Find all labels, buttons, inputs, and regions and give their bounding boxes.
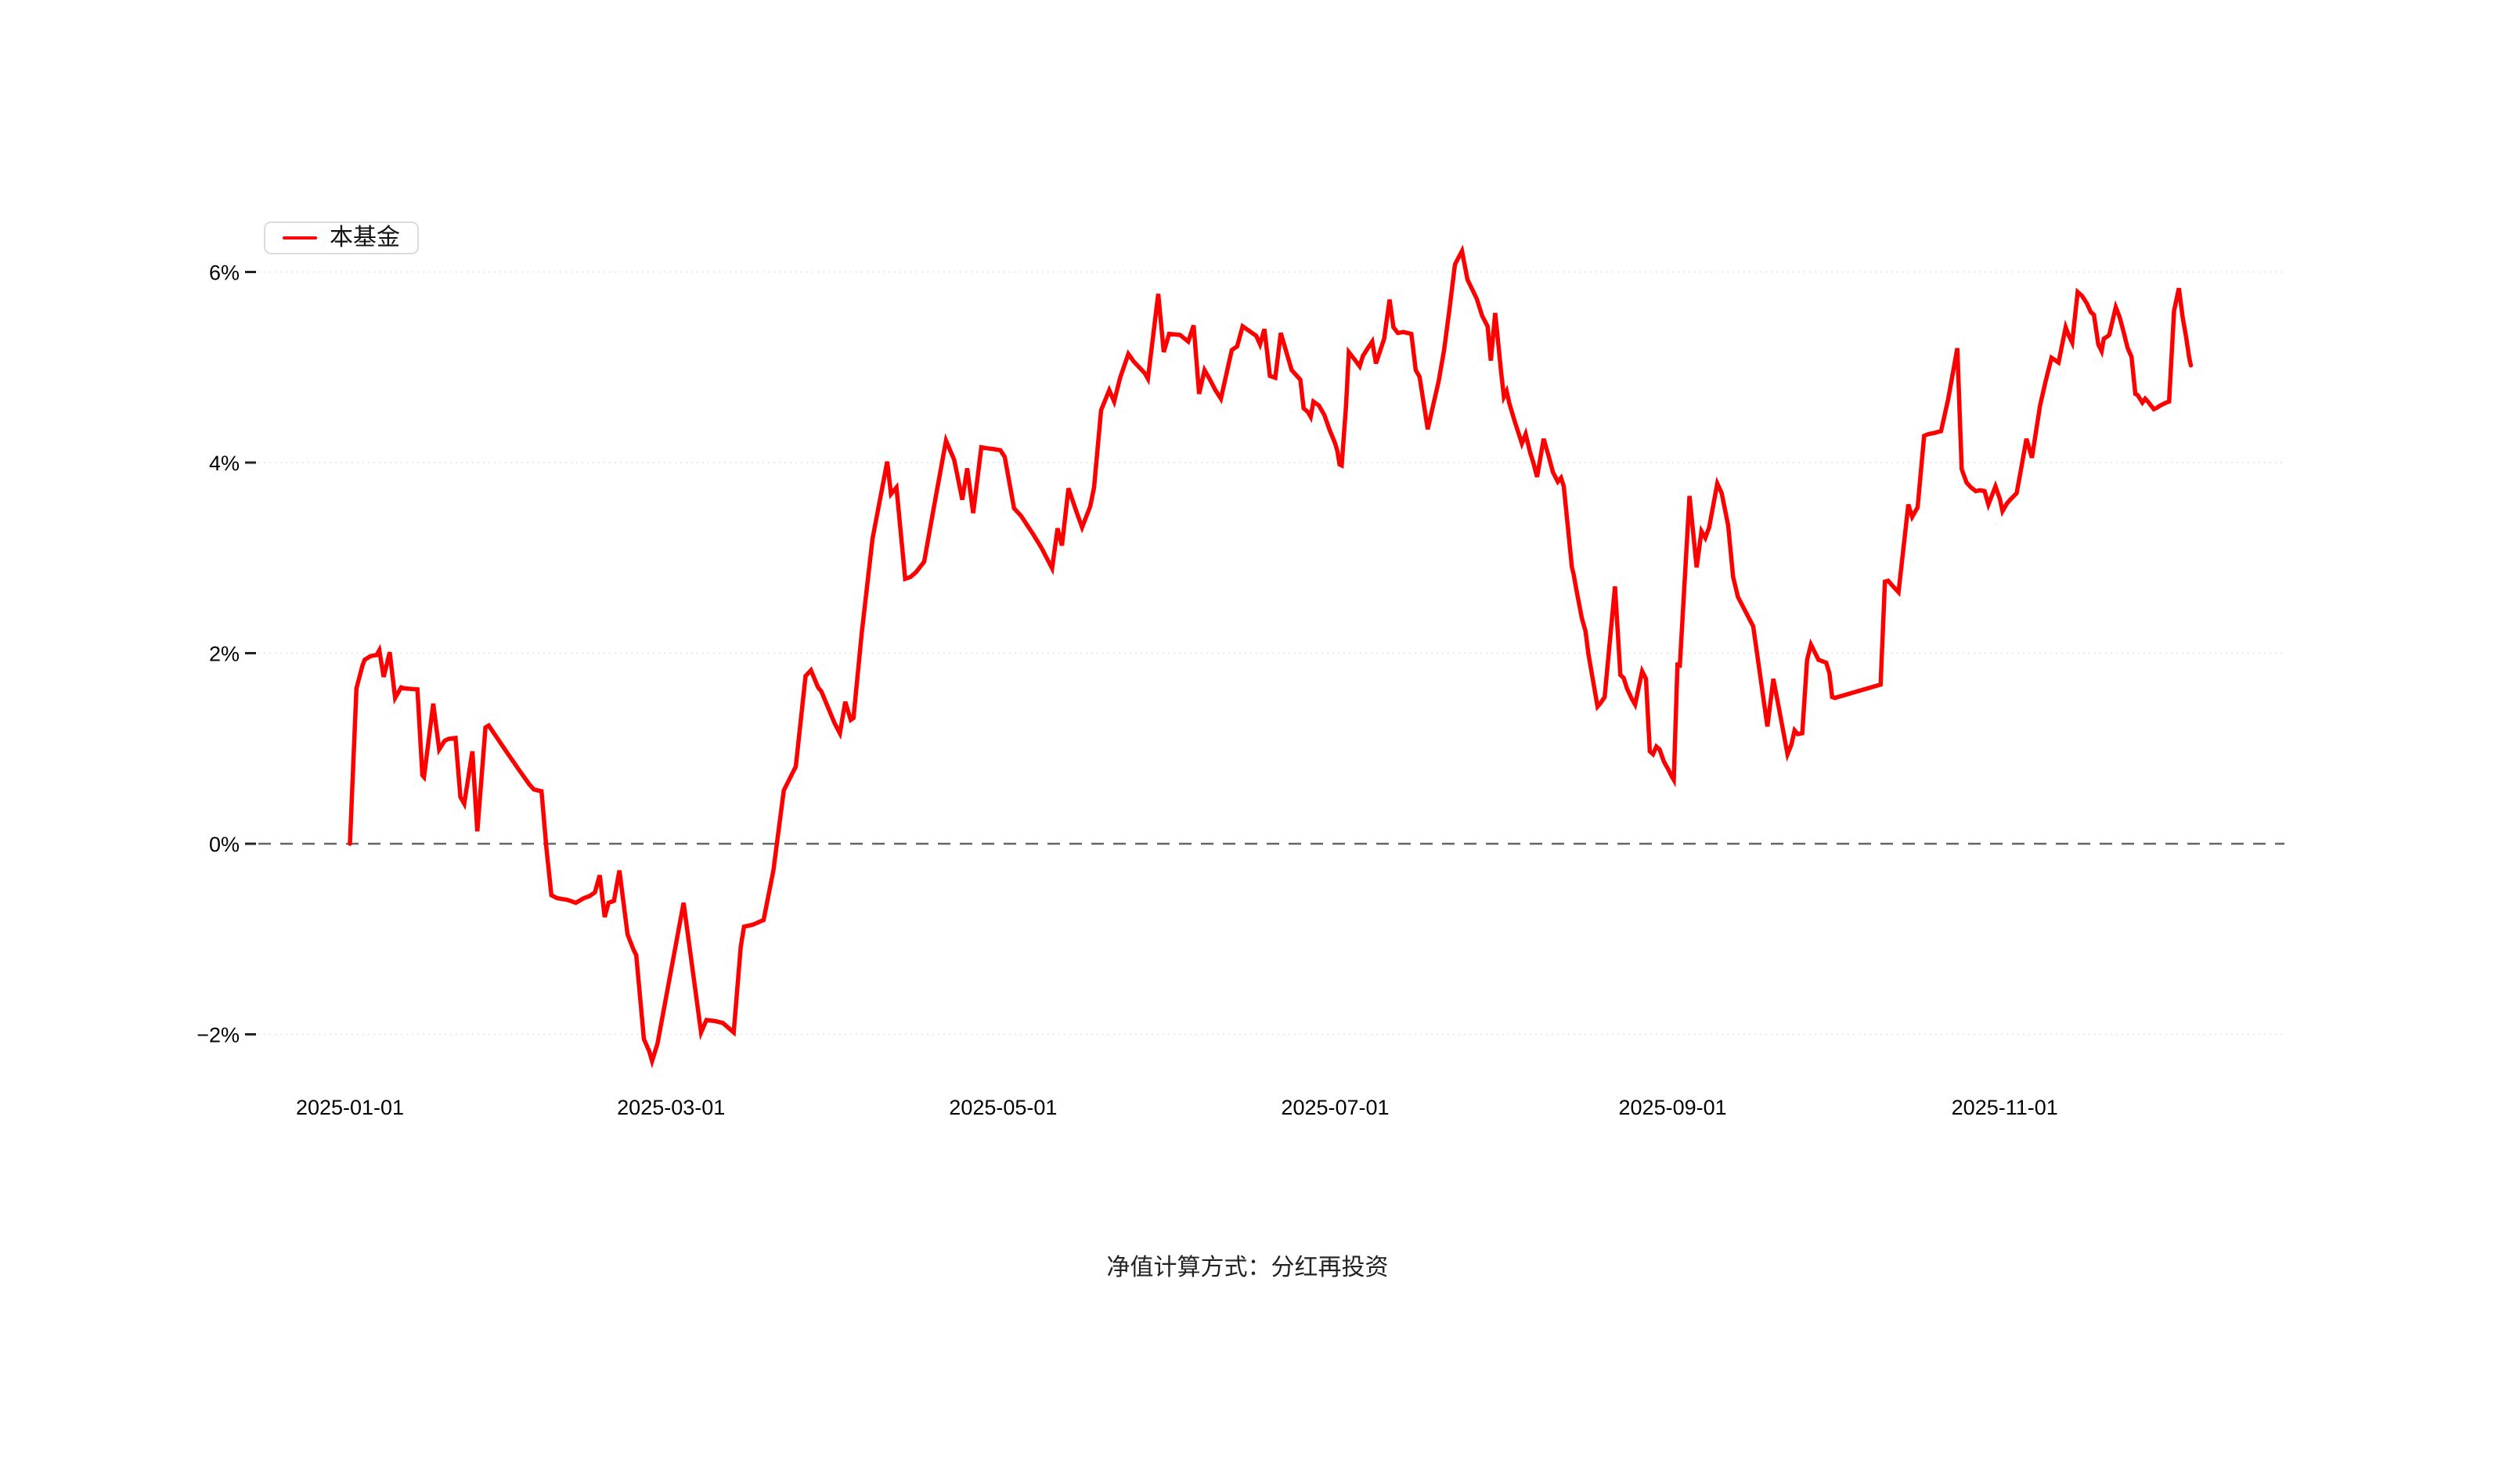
series-layer <box>348 244 2194 1069</box>
axis-label-layer: 6% 4% 2% 0% −2% 2025-01-01 2025-03-01 2025-05-0… <box>196 261 2058 1120</box>
y-axis-label: 6% <box>209 261 240 285</box>
calculation-method-caption: 净值计算方式：分红再投资 <box>1106 1255 1389 1280</box>
x-axis-label: 2025-01-01 <box>296 1096 404 1119</box>
x-axis-label: 2025-09-01 <box>1619 1096 1727 1119</box>
legend-line-swatch <box>283 236 317 240</box>
y-axis-label: 0% <box>209 833 240 856</box>
tick-layer <box>245 271 256 1036</box>
legend-label: 本基金 <box>330 225 400 250</box>
y-axis-label: 2% <box>209 643 240 666</box>
x-axis-label: 2025-05-01 <box>949 1096 1057 1119</box>
y-axis-label: −2% <box>196 1024 240 1047</box>
legend-box[interactable]: 本基金 <box>264 222 419 254</box>
y-axis-label: 4% <box>209 452 240 475</box>
x-axis-label: 2025-03-01 <box>617 1096 725 1119</box>
x-axis-label: 2025-11-01 <box>1952 1096 2058 1119</box>
fund-series-line <box>348 244 2194 1069</box>
grid-layer <box>258 271 2284 1036</box>
x-axis-label: 2025-07-01 <box>1281 1096 1389 1119</box>
